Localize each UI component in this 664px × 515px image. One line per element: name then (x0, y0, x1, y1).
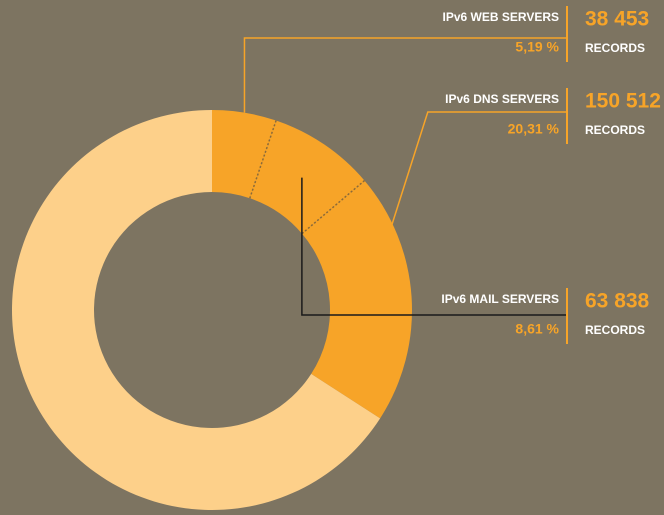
donut-segment (11, 110, 381, 511)
leader-line (301, 177, 567, 316)
donut-segment (212, 110, 277, 199)
separator (249, 120, 277, 199)
category-label: IPv6 DNS SERVERS (445, 92, 559, 106)
donut-segment (249, 120, 365, 234)
category-label: IPv6 MAIL SERVERS (441, 292, 559, 306)
percent-label: 5,19 % (515, 39, 559, 55)
separator (301, 180, 365, 235)
category-label: IPv6 WEB SERVERS (443, 10, 559, 24)
records-unit: RECORDS (585, 41, 645, 55)
records-value: 63 838 (585, 290, 650, 313)
percent-label: 8,61 % (515, 321, 559, 337)
records-unit: RECORDS (585, 123, 645, 137)
leader-line (382, 111, 567, 254)
leader-line (243, 37, 567, 113)
donut-segment (301, 180, 413, 419)
records-unit: RECORDS (585, 323, 645, 337)
percent-label: 20,31 % (508, 121, 560, 137)
records-value: 150 512 (585, 90, 661, 113)
records-value: 38 453 (585, 8, 649, 31)
